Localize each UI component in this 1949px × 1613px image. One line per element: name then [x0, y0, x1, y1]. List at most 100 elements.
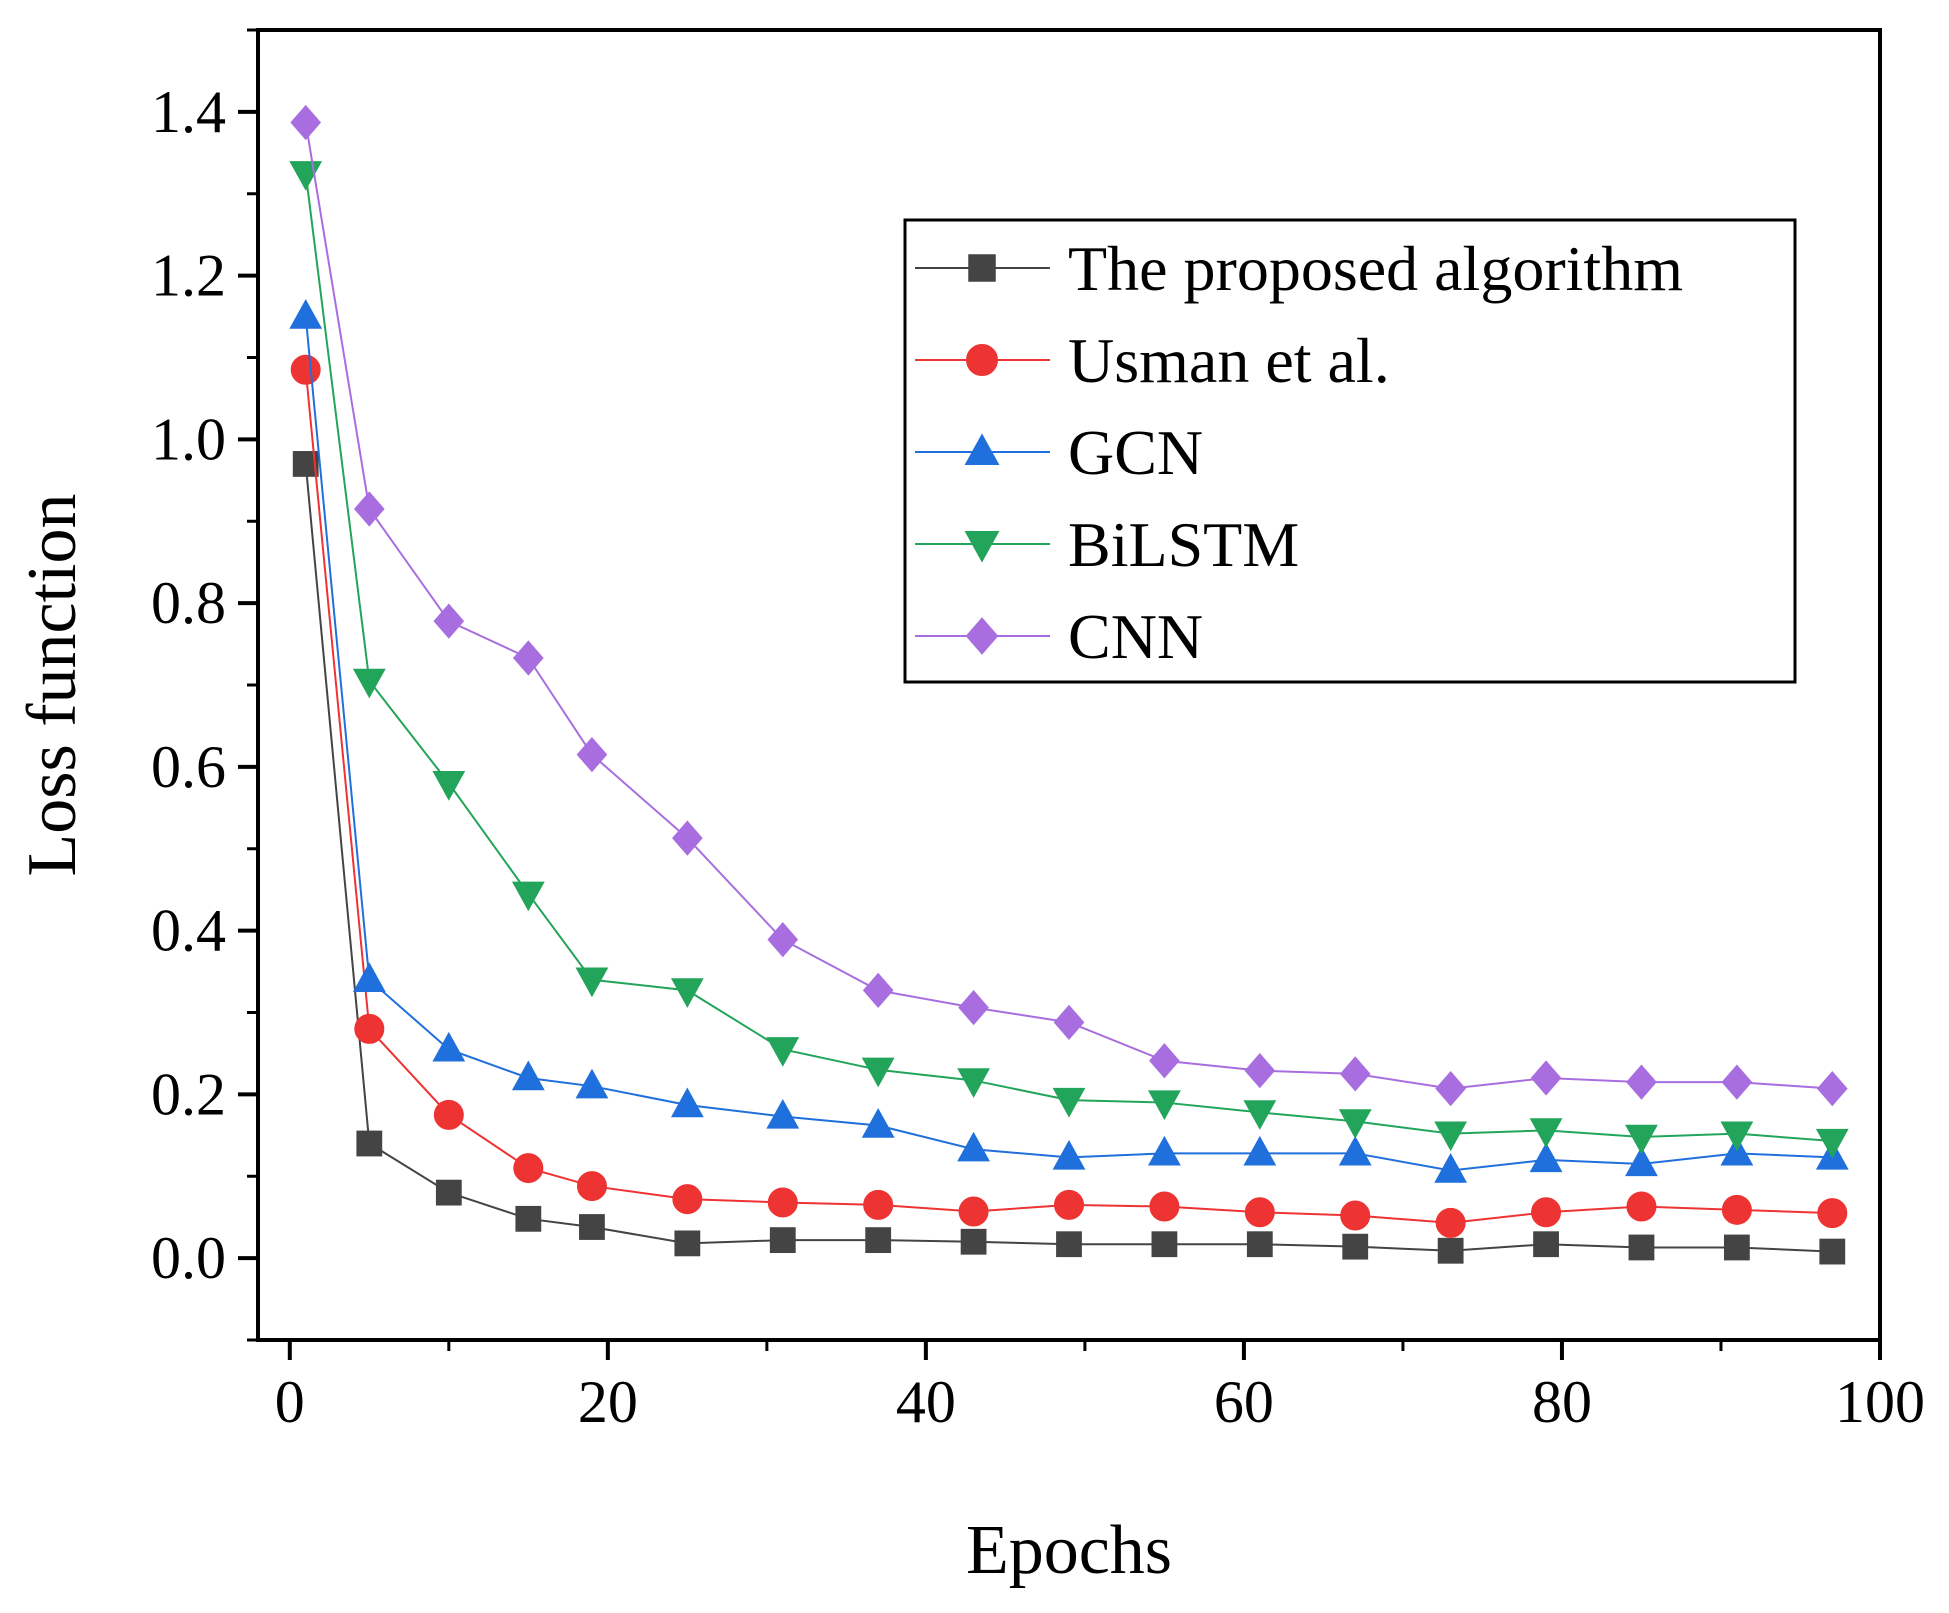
data-point — [1819, 1238, 1846, 1265]
data-point — [432, 1031, 466, 1062]
data-point — [1340, 1200, 1371, 1231]
data-point — [767, 1187, 798, 1218]
legend-label: CNN — [1068, 601, 1203, 672]
y-tick-label: 0.0 — [151, 1225, 226, 1291]
series-gcn — [289, 299, 1849, 1183]
data-point — [1435, 1071, 1466, 1107]
series-line — [304, 122, 1833, 1090]
data-point — [356, 1130, 383, 1157]
data-point — [767, 922, 799, 958]
data-point — [433, 1099, 464, 1130]
legend-label: The proposed algorithm — [1068, 233, 1683, 304]
data-point — [1625, 1146, 1658, 1177]
data-point — [1149, 1191, 1180, 1222]
legend-marker — [968, 254, 996, 282]
data-point — [290, 354, 321, 385]
series-line — [304, 316, 1833, 1172]
data-point — [1529, 1142, 1563, 1173]
data-point — [1434, 1153, 1468, 1183]
data-point — [865, 1227, 892, 1254]
data-point — [1052, 1087, 1086, 1118]
data-point — [1056, 1231, 1082, 1258]
data-point — [1338, 1109, 1372, 1139]
data-point — [1054, 1189, 1084, 1220]
x-tick-label: 0 — [275, 1369, 305, 1435]
data-point — [290, 104, 322, 141]
data-point — [511, 1060, 545, 1091]
data-point — [1342, 1233, 1369, 1260]
data-point — [575, 1068, 609, 1099]
data-point — [766, 1099, 800, 1129]
data-point — [1815, 1128, 1849, 1159]
data-point — [1721, 1194, 1752, 1225]
legend-marker — [966, 344, 998, 376]
data-point — [352, 962, 386, 992]
y-tick-label: 0.2 — [151, 1061, 226, 1127]
data-point — [289, 299, 323, 329]
data-point — [576, 1171, 607, 1202]
data-point — [1816, 1071, 1848, 1107]
data-point — [960, 1228, 987, 1255]
legend-marker — [964, 531, 1000, 563]
series-layer — [289, 104, 1849, 1265]
y-tick-label: 0.8 — [151, 570, 226, 636]
legend-marker — [964, 433, 1000, 465]
y-tick-label: 1.2 — [151, 243, 226, 309]
data-point — [1434, 1121, 1468, 1152]
series-bilstm — [289, 161, 1849, 1159]
data-point — [292, 451, 319, 477]
data-point — [1053, 1004, 1085, 1040]
series-line — [304, 173, 1833, 1143]
data-point — [1243, 1100, 1277, 1130]
x-tick-label: 40 — [896, 1369, 956, 1435]
data-point — [354, 1013, 385, 1044]
x-tick-label: 20 — [578, 1369, 638, 1435]
y-tick-label: 0.6 — [151, 734, 226, 800]
data-point — [670, 1087, 704, 1118]
data-point — [1529, 1118, 1563, 1148]
series-line — [304, 369, 1833, 1224]
legend-box — [903, 218, 1797, 684]
data-point — [861, 1057, 895, 1088]
data-point — [1149, 1043, 1180, 1079]
legend-marker — [965, 617, 999, 655]
data-point — [1243, 1135, 1277, 1166]
data-point — [1435, 1207, 1466, 1238]
y-axis-title: Loss function — [14, 493, 91, 876]
data-point — [576, 736, 608, 773]
y-tick-label: 0.4 — [151, 898, 226, 964]
x-tick-label: 100 — [1835, 1369, 1925, 1435]
data-point — [958, 1196, 989, 1227]
data-point — [1723, 1234, 1750, 1261]
data-point — [1721, 1064, 1753, 1100]
series-line — [304, 463, 1833, 1253]
data-point — [432, 771, 466, 801]
data-point — [1338, 1135, 1372, 1166]
data-point — [957, 1131, 990, 1162]
data-point — [1148, 1135, 1181, 1166]
data-point — [1148, 1090, 1181, 1121]
data-point — [1626, 1191, 1657, 1222]
data-point — [672, 820, 703, 856]
data-point — [513, 640, 544, 676]
data-point — [1628, 1234, 1655, 1261]
data-point — [766, 1037, 800, 1067]
data-point — [957, 1068, 990, 1098]
data-point — [1817, 1198, 1848, 1229]
data-point — [1720, 1121, 1754, 1152]
data-point — [670, 978, 704, 1008]
data-point — [511, 881, 545, 912]
data-point — [958, 989, 989, 1026]
data-point — [769, 1227, 796, 1254]
legend: The proposed algorithm Usman et al. GCN BiL… — [903, 218, 1797, 684]
x-tick-label: 80 — [1532, 1369, 1592, 1435]
y-axis: 0.0 0.2 0.4 0.6 0.8 1.0 1.2 1.4 — [151, 28, 258, 1342]
data-point — [575, 967, 609, 998]
data-point — [1625, 1124, 1658, 1155]
data-point — [861, 1108, 895, 1138]
data-point — [1437, 1237, 1464, 1264]
data-point — [1244, 1197, 1275, 1228]
data-point — [1530, 1060, 1562, 1096]
series-cnn — [290, 104, 1848, 1107]
